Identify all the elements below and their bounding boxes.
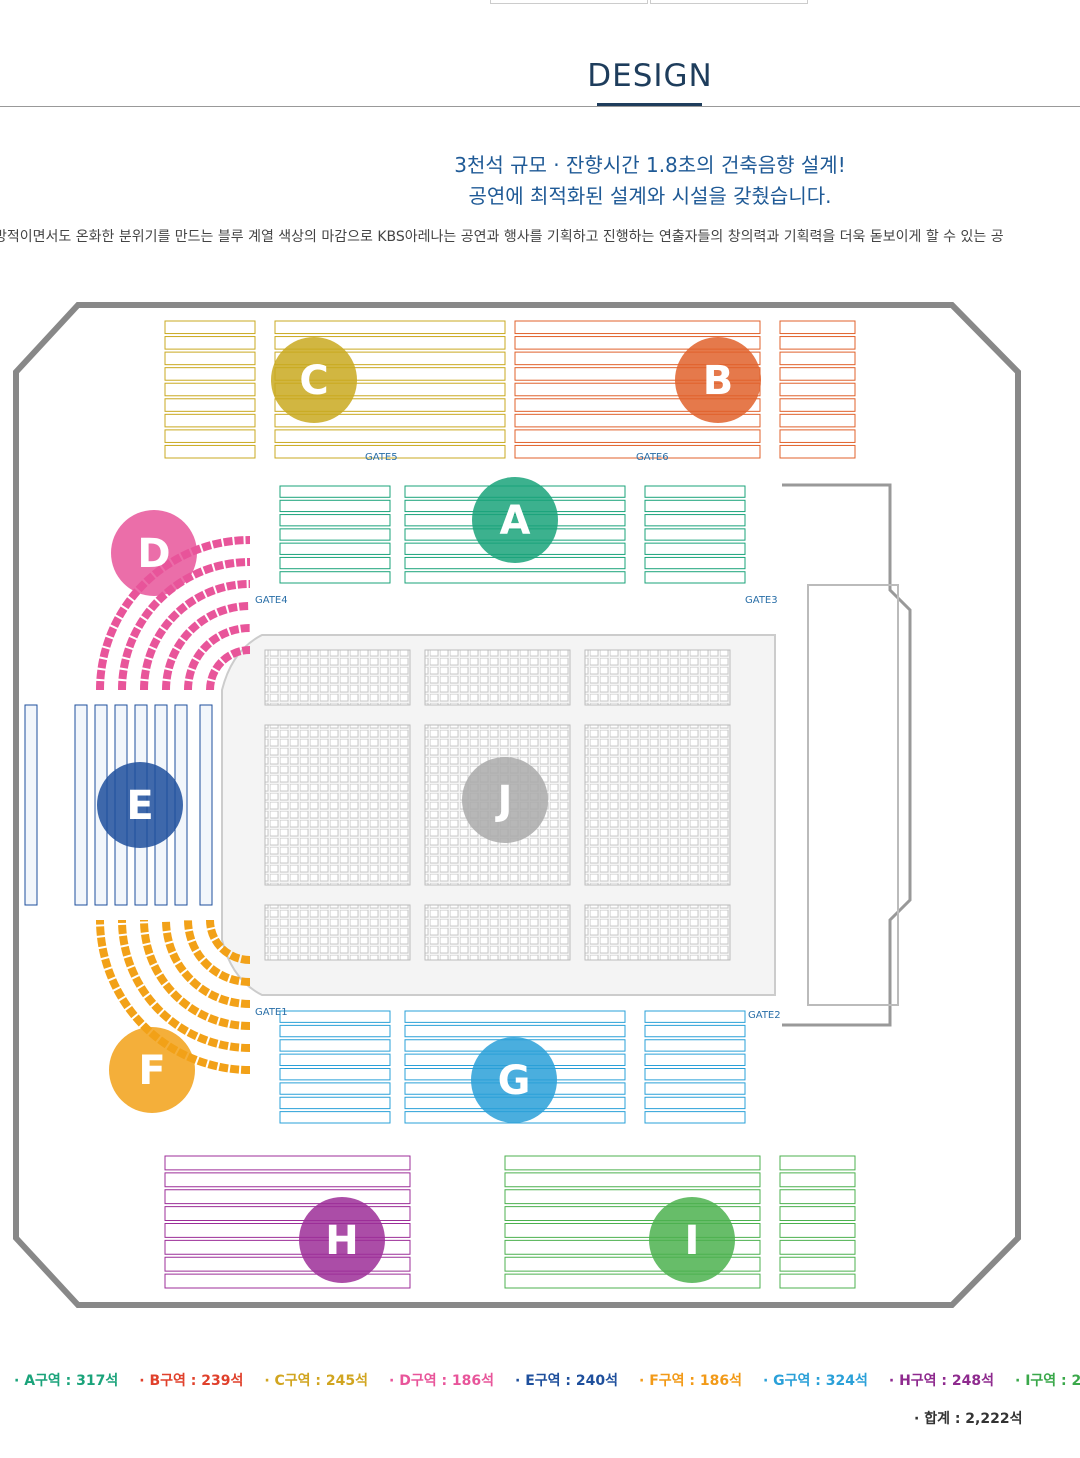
divider xyxy=(0,106,1080,107)
section-a-left[interactable] xyxy=(279,485,391,584)
section-j-block[interactable] xyxy=(584,724,731,886)
zone-marker-d[interactable] xyxy=(111,510,197,596)
section-d-row[interactable] xyxy=(140,580,251,691)
gate-label: GATE4 xyxy=(255,595,288,606)
zone-marker-f[interactable] xyxy=(109,1027,195,1113)
section-f-row[interactable] xyxy=(206,919,251,964)
tab-left[interactable] xyxy=(490,0,648,4)
section-c-left[interactable] xyxy=(164,320,256,459)
gate-labels: GATE1 GATE2 GATE3 GATE4 GATE5 GATE6 xyxy=(255,452,781,1021)
zone-label: H xyxy=(325,1218,358,1264)
section-j-block[interactable] xyxy=(424,904,571,961)
section-j-block[interactable] xyxy=(264,649,411,706)
gate-label: GATE5 xyxy=(365,452,398,463)
gate-label: GATE2 xyxy=(748,1010,781,1021)
section-j-block[interactable] xyxy=(424,649,571,706)
gate-label: GATE1 xyxy=(255,1007,288,1018)
legend-item: · D구역 : 186석 xyxy=(389,1373,495,1389)
zone-label: B xyxy=(703,358,734,404)
zone-marker-c[interactable] xyxy=(271,337,357,423)
total-seats: · 합계 : 2,222석 xyxy=(914,1411,1023,1427)
section-f-row[interactable] xyxy=(118,919,251,1052)
zone-marker-i[interactable] xyxy=(649,1197,735,1283)
zone-label: D xyxy=(137,531,170,577)
section-d-row[interactable] xyxy=(184,624,251,691)
zone-label: A xyxy=(500,498,531,544)
legend-item: · B구역 : 239석 xyxy=(139,1373,244,1389)
legend-item: · E구역 : 240석 xyxy=(515,1373,619,1389)
section-e-column[interactable] xyxy=(24,704,38,906)
top-tabs xyxy=(490,0,810,4)
legend-item: · F구역 : 186석 xyxy=(639,1373,742,1389)
section-j-block[interactable] xyxy=(264,904,411,961)
section-f-row[interactable] xyxy=(96,919,251,1074)
zone-label: E xyxy=(126,783,153,829)
zone-marker-e[interactable] xyxy=(97,762,183,848)
section-e-column[interactable] xyxy=(199,704,213,906)
zone-marker-g[interactable] xyxy=(471,1037,557,1123)
section-f-row[interactable] xyxy=(162,919,251,1008)
section-a-right[interactable] xyxy=(644,485,746,584)
section-g-right[interactable] xyxy=(644,1010,746,1124)
section-d-row[interactable] xyxy=(206,646,251,691)
section-j-block[interactable] xyxy=(584,904,731,961)
stage xyxy=(782,483,912,1027)
tab-right[interactable] xyxy=(650,0,808,4)
section-j-block[interactable] xyxy=(264,724,411,886)
zone-label: J xyxy=(495,778,513,824)
headline-1: 3천석 규모 · 잔향시간 1.8초의 건축음향 설계! xyxy=(454,153,846,177)
legend-item: · G구역 : 324석 xyxy=(762,1373,868,1389)
section-b-right[interactable] xyxy=(779,320,856,459)
zone-marker-a[interactable] xyxy=(472,477,558,563)
zone-label: C xyxy=(299,358,328,404)
page-title: DESIGN xyxy=(587,58,713,94)
section-e-column[interactable] xyxy=(74,704,88,906)
section-d-row[interactable] xyxy=(162,602,251,691)
zone-marker-j[interactable] xyxy=(462,757,548,843)
section-f-row[interactable] xyxy=(140,919,251,1030)
section-d-row[interactable] xyxy=(118,558,251,691)
section-g-left[interactable] xyxy=(279,1010,391,1124)
gate-label: GATE3 xyxy=(745,595,778,606)
stage-inner xyxy=(807,584,899,1006)
zone-label: I xyxy=(685,1218,700,1264)
zone-markers: A B C D E F G H I J xyxy=(97,337,761,1283)
section-j-block[interactable] xyxy=(584,649,731,706)
legend-item: · H구역 : 248석 xyxy=(888,1373,995,1389)
legend-item: · I구역 : 237석 xyxy=(1015,1373,1080,1389)
description-text: 방적이면서도 온화한 분위기를 만드는 블루 계열 색상의 마감으로 KBS아레… xyxy=(0,229,1004,245)
zone-label: G xyxy=(498,1058,531,1104)
zone-marker-h[interactable] xyxy=(299,1197,385,1283)
gate-label: GATE6 xyxy=(636,452,669,463)
zone-label: F xyxy=(138,1048,165,1094)
zone-legend: · A구역 : 317석 · B구역 : 239석 · C구역 : 245석 · D구… xyxy=(14,1370,1080,1390)
title-underline xyxy=(597,103,702,106)
legend-item: · A구역 : 317석 xyxy=(14,1373,119,1389)
section-i-right[interactable] xyxy=(779,1155,856,1289)
section-f-row[interactable] xyxy=(184,919,251,986)
zone-marker-b[interactable] xyxy=(675,337,761,423)
headline-2: 공연에 최적화된 설계와 시설을 갖췄습니다. xyxy=(468,184,832,208)
legend-item: · C구역 : 245석 xyxy=(264,1373,369,1389)
